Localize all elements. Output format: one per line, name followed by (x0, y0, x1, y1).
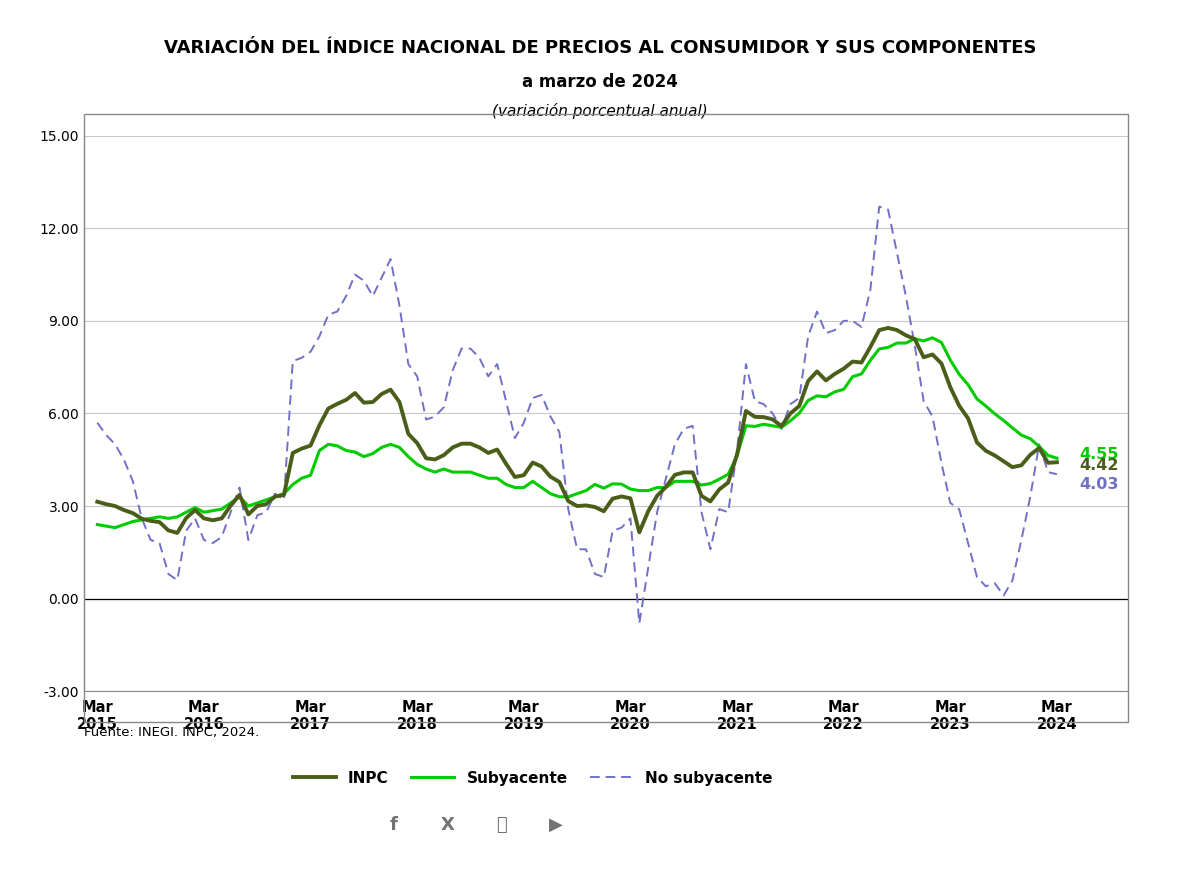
Ellipse shape (481, 794, 521, 855)
Text: X: X (440, 816, 455, 834)
Ellipse shape (536, 794, 576, 855)
Text: 4.03: 4.03 (1079, 477, 1118, 492)
Ellipse shape (374, 794, 413, 855)
Text: f: f (390, 816, 397, 834)
Text: INFORMA: INFORMA (710, 810, 840, 838)
Text: Fuente: INEGI. INPC, 2024.: Fuente: INEGI. INPC, 2024. (84, 726, 259, 738)
Text: INEGI: INEGI (606, 810, 691, 838)
Text: (variación porcentual anual): (variación porcentual anual) (492, 103, 708, 119)
Text: 4.55: 4.55 (1079, 447, 1118, 462)
Text: ▶: ▶ (548, 816, 563, 834)
Legend: INPC, Subyacente, No subyacente: INPC, Subyacente, No subyacente (287, 765, 779, 792)
Text: ⓘ: ⓘ (497, 816, 506, 834)
Text: 4.42: 4.42 (1079, 458, 1118, 472)
Ellipse shape (428, 794, 468, 855)
Text: VARIACIÓN DEL ÍNDICE NACIONAL DE PRECIOS AL CONSUMIDOR Y SUS COMPONENTES: VARIACIÓN DEL ÍNDICE NACIONAL DE PRECIOS… (163, 39, 1037, 57)
Text: a marzo de 2024: a marzo de 2024 (522, 74, 678, 91)
